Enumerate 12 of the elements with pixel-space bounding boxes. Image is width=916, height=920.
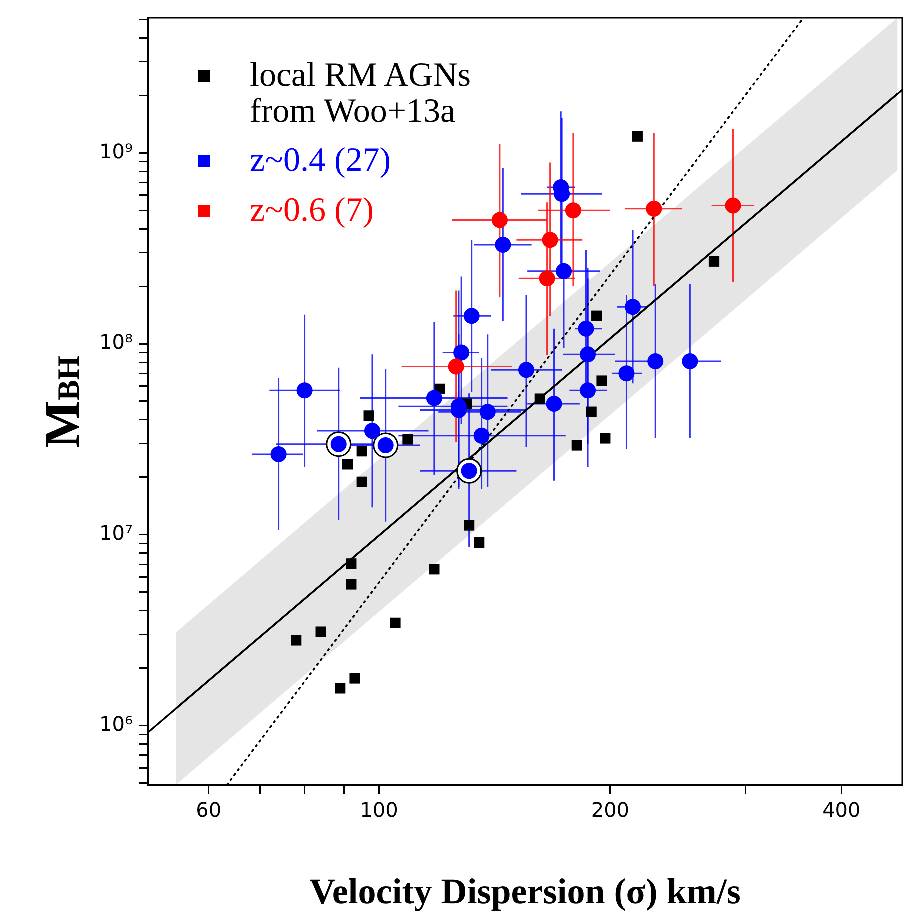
legend-label: z~0.6 (7): [250, 192, 374, 230]
legend-label: local RM AGNs from Woo+13a: [250, 57, 472, 130]
y-tick-label: 10⁹: [100, 139, 133, 164]
y-tick-label: 10⁸: [100, 330, 133, 354]
x-tick-label: 200: [591, 798, 630, 822]
x-tick-label: 400: [822, 798, 861, 822]
x-tick-label: 100: [360, 798, 398, 822]
legend-label: z~0.4 (27): [250, 142, 392, 180]
x-tick-label: 60: [196, 798, 222, 822]
x-axis-title: Velocity Dispersion (σ) km/s: [310, 872, 741, 912]
y-tick-label: 10⁶: [100, 712, 133, 736]
y-tick-label: 10⁷: [100, 521, 133, 546]
